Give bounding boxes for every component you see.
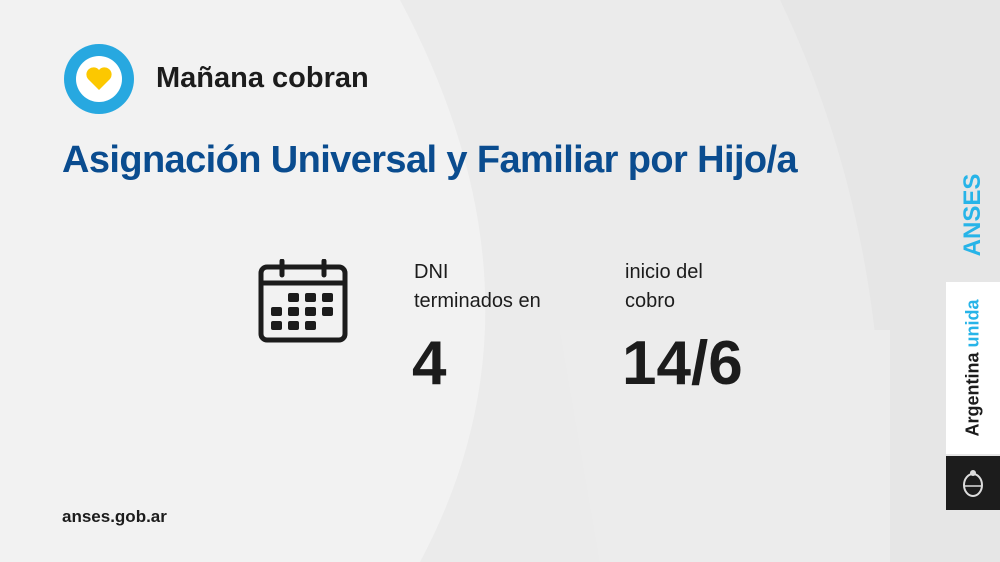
heart-icon [86, 67, 112, 90]
argentina-text: Argentina [962, 352, 983, 437]
coat-of-arms-icon [946, 456, 1000, 510]
anses-text: ANSES [959, 173, 986, 257]
subtitle: Mañana cobran [156, 62, 369, 94]
unida-text: unida [962, 299, 983, 348]
calendar-icon [258, 259, 348, 343]
date-label-line-1: inicio del [625, 261, 703, 283]
logo-badge [64, 44, 134, 114]
anses-brand: ANSES [946, 150, 1000, 280]
date-label-line-2: cobro [625, 290, 676, 312]
date-value: 14/6 [622, 329, 743, 398]
dni-label-line-1: DNI [414, 261, 449, 283]
dni-label-line-2: terminados en [414, 290, 541, 312]
website-link[interactable]: anses.gob.ar [62, 507, 167, 526]
page-title: Asignación Universal y Familiar por Hijo… [62, 139, 798, 181]
date-label: inicio del cobro [625, 258, 703, 316]
dni-label: DNI terminados en [414, 258, 541, 316]
argentina-unida-brand: Argentina unida [946, 282, 1000, 454]
dni-value: 4 [412, 329, 447, 398]
